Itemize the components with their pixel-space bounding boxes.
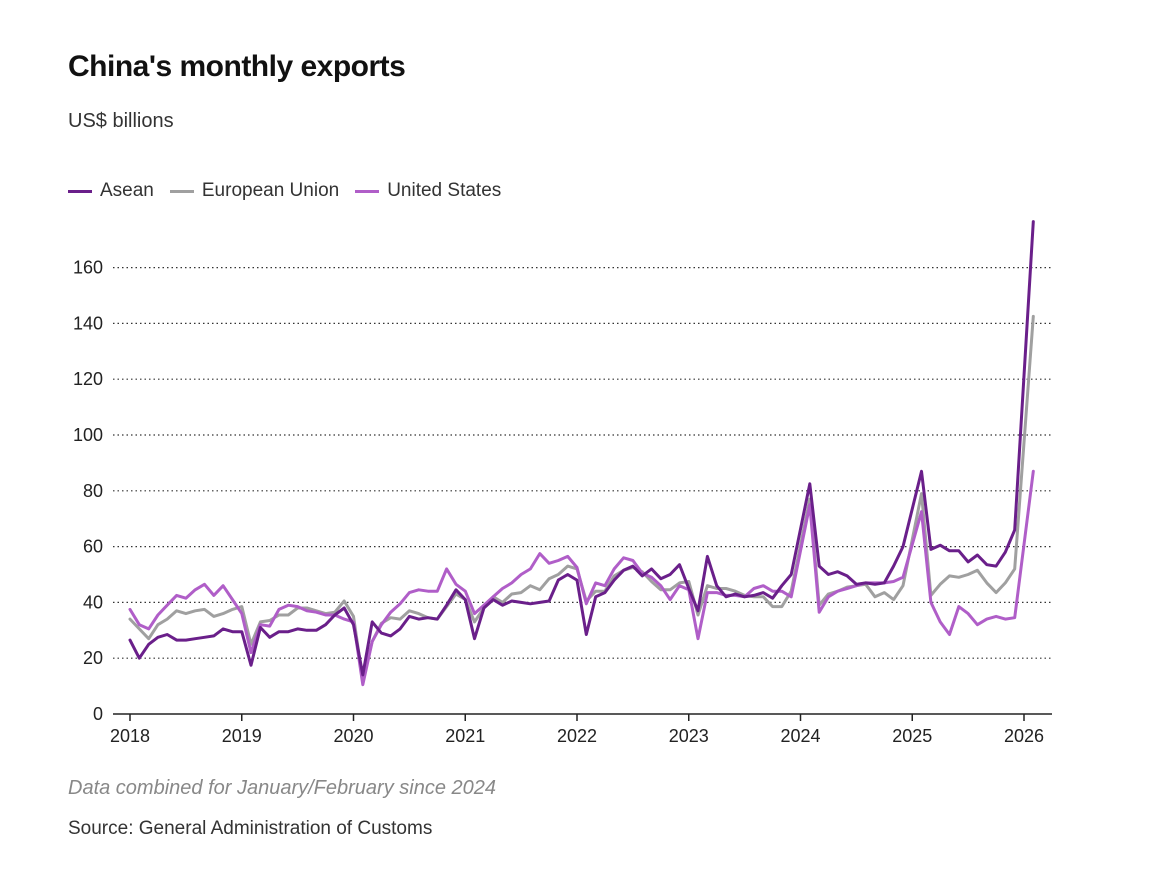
x-tick-label: 2023 — [669, 726, 709, 746]
x-tick-label: 2020 — [333, 726, 373, 746]
x-tick-label: 2021 — [445, 726, 485, 746]
y-tick-label: 100 — [73, 425, 103, 445]
series-line-asean — [128, 220, 1035, 677]
chart-title: China's monthly exports — [68, 50, 406, 83]
y-tick-label: 60 — [83, 537, 103, 557]
x-tick-label: 2018 — [110, 726, 150, 746]
series-lines — [128, 220, 1035, 687]
legend-swatch-european-union — [169, 189, 194, 193]
y-tick-label: 120 — [73, 369, 103, 389]
y-tick-label: 80 — [83, 481, 103, 501]
series-line-united-states — [128, 469, 1035, 687]
legend-label-united-states: United States — [387, 180, 502, 201]
legend-item-european-union: European Union — [169, 180, 340, 202]
legend-label-european-union: European Union — [201, 180, 340, 201]
x-tick-label: 2022 — [557, 726, 597, 746]
legend-item-united-states: United States — [355, 180, 501, 202]
y-tick-label: 160 — [73, 258, 103, 278]
x-tick-label: 2026 — [1004, 726, 1044, 746]
x-tick-label: 2019 — [222, 726, 262, 746]
legend-item-asean: Asean — [68, 180, 154, 202]
chart-subtitle: US$ billions — [68, 110, 174, 132]
axes: 0 20 40 60 80 100 120 140 160 2018 2019 2020 2021 202… — [73, 258, 1052, 746]
legend-label-asean: Asean — [100, 180, 154, 201]
gridlines — [113, 267, 1052, 659]
x-tick-label: 2024 — [780, 726, 820, 746]
chart-source: Source: General Administration of Custom… — [68, 818, 433, 839]
y-tick-label: 40 — [83, 592, 103, 612]
legend: Asean European Union United States — [68, 180, 517, 202]
y-tick-label: 20 — [83, 648, 103, 668]
legend-swatch-asean — [68, 189, 92, 193]
legend-swatch-united-states — [355, 189, 380, 193]
chart-note: Data combined for January/February since… — [68, 777, 497, 799]
y-tick-label: 0 — [93, 704, 103, 724]
x-tick-label: 2025 — [892, 726, 932, 746]
y-tick-label: 140 — [73, 313, 103, 333]
